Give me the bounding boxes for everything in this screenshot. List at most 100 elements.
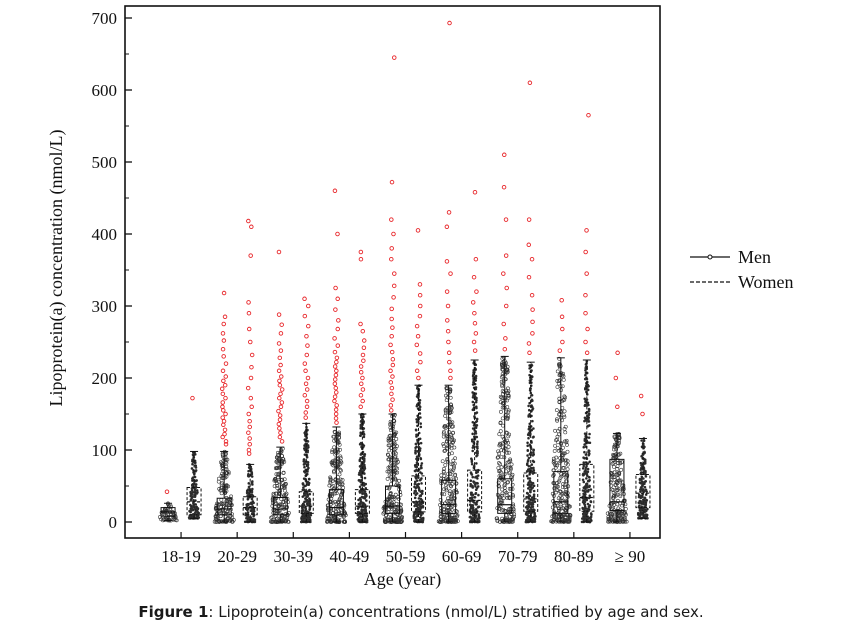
data-point bbox=[614, 447, 619, 452]
data-point bbox=[640, 454, 643, 458]
data-point bbox=[220, 502, 225, 506]
data-point bbox=[643, 485, 647, 489]
box bbox=[497, 478, 513, 514]
data-point bbox=[528, 469, 531, 473]
outlier-point bbox=[332, 398, 337, 404]
data-point bbox=[218, 488, 223, 493]
data-point bbox=[584, 373, 587, 377]
outlier-point bbox=[389, 179, 395, 185]
data-point bbox=[359, 500, 363, 503]
data-point bbox=[499, 379, 504, 384]
data-point bbox=[414, 442, 418, 446]
data-point bbox=[638, 499, 642, 503]
data-point bbox=[506, 445, 511, 449]
data-point bbox=[584, 434, 588, 437]
data-point bbox=[245, 503, 248, 507]
data-point bbox=[528, 494, 532, 498]
data-point bbox=[636, 513, 640, 516]
data-point bbox=[615, 487, 619, 492]
data-point bbox=[305, 498, 309, 502]
data-point bbox=[505, 398, 509, 403]
data-point bbox=[471, 475, 475, 479]
data-point bbox=[623, 507, 628, 511]
outlier-point bbox=[333, 385, 339, 391]
data-point bbox=[332, 445, 337, 450]
data-point bbox=[561, 445, 565, 450]
data-point bbox=[505, 367, 510, 372]
data-point bbox=[530, 516, 534, 519]
data-point bbox=[195, 505, 198, 509]
data-point bbox=[445, 477, 450, 482]
data-point bbox=[217, 476, 221, 481]
data-point bbox=[442, 474, 447, 478]
data-point bbox=[300, 506, 304, 510]
outlier-point bbox=[446, 339, 451, 345]
outlier-point bbox=[333, 407, 339, 412]
outlier-point bbox=[306, 323, 311, 329]
outlier-point bbox=[447, 20, 452, 26]
data-point bbox=[415, 395, 419, 398]
data-point bbox=[531, 503, 535, 506]
data-point bbox=[531, 499, 534, 502]
data-point bbox=[388, 512, 392, 517]
data-point bbox=[387, 448, 391, 453]
data-point bbox=[582, 502, 586, 505]
data-point bbox=[505, 450, 510, 455]
data-point bbox=[499, 448, 504, 453]
outlier-point bbox=[503, 217, 509, 222]
data-point bbox=[393, 492, 398, 497]
data-point bbox=[396, 483, 401, 488]
data-point bbox=[230, 515, 235, 520]
data-point bbox=[400, 515, 404, 520]
data-point bbox=[530, 393, 534, 397]
outlier-point bbox=[472, 321, 478, 326]
data-point bbox=[436, 519, 441, 524]
data-point bbox=[552, 514, 557, 518]
data-point bbox=[391, 451, 396, 455]
data-point bbox=[328, 479, 333, 484]
data-point bbox=[301, 503, 304, 507]
data-point bbox=[469, 512, 473, 515]
outlier-point bbox=[389, 391, 394, 397]
data-point bbox=[585, 482, 589, 485]
data-point bbox=[563, 491, 568, 496]
data-point bbox=[557, 365, 562, 370]
data-point bbox=[452, 496, 457, 501]
data-point bbox=[225, 457, 230, 462]
outlier-point bbox=[389, 306, 394, 312]
data-point bbox=[470, 458, 474, 462]
data-point bbox=[506, 465, 511, 470]
data-point bbox=[246, 517, 249, 521]
data-point bbox=[558, 377, 562, 382]
data-point bbox=[563, 430, 568, 435]
data-point bbox=[189, 498, 193, 502]
data-point bbox=[359, 441, 363, 445]
data-point bbox=[343, 519, 347, 524]
data-point bbox=[277, 509, 281, 514]
data-point bbox=[608, 480, 613, 485]
data-point bbox=[582, 464, 586, 468]
data-point bbox=[414, 480, 417, 484]
data-point bbox=[524, 506, 528, 509]
data-point bbox=[475, 417, 479, 421]
data-point bbox=[301, 488, 305, 492]
data-point bbox=[495, 455, 500, 460]
data-point bbox=[644, 493, 648, 496]
data-point bbox=[250, 489, 254, 492]
outlier-point bbox=[390, 362, 396, 368]
data-point bbox=[189, 507, 193, 511]
outlier-point bbox=[246, 430, 251, 435]
data-point bbox=[529, 490, 532, 494]
data-point bbox=[528, 422, 532, 426]
data-point bbox=[640, 494, 644, 498]
x-tick-label: 70-79 bbox=[498, 547, 538, 566]
outlier-point bbox=[220, 400, 225, 405]
data-point bbox=[394, 501, 399, 506]
data-point bbox=[532, 460, 536, 464]
data-point bbox=[638, 481, 642, 484]
data-point bbox=[508, 457, 513, 462]
data-point bbox=[640, 467, 643, 470]
data-point bbox=[638, 477, 642, 481]
data-point bbox=[330, 478, 335, 483]
data-point bbox=[528, 473, 531, 476]
